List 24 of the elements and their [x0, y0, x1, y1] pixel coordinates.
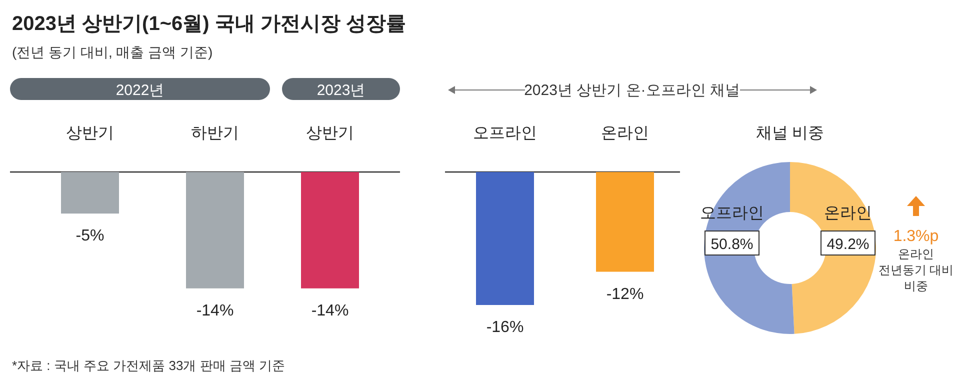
x-tick-label: 하반기	[191, 125, 239, 142]
data-label: -12%	[606, 286, 644, 303]
data-label: 50.8%	[710, 236, 754, 253]
text: 2023년	[316, 82, 366, 99]
data-label: 49.2%	[826, 236, 870, 253]
text: 전년동기 대비	[878, 263, 954, 277]
chart-subtitle: (전년 동기 대비, 매출 금액 기준)	[12, 44, 213, 60]
slice-label: 온라인	[824, 205, 872, 222]
text: 1.3%p	[893, 228, 939, 245]
text: 비중	[904, 279, 928, 293]
text: 2022년	[116, 82, 164, 99]
text: 온라인	[898, 247, 934, 261]
chart-title: 2023년 상반기 온·오프라인 채널	[524, 82, 740, 99]
x-tick-label: 상반기	[306, 125, 354, 142]
x-tick-label: 오프라인	[473, 125, 537, 142]
chart-title: 2023년 상반기(1~6월) 국내 가전시장 성장률	[12, 13, 406, 35]
x-tick-label: 온라인	[601, 125, 649, 142]
chart-title: 채널 비중	[756, 125, 824, 142]
x-tick-label: 상반기	[66, 125, 114, 142]
data-label: -14%	[196, 302, 234, 320]
data-label: -16%	[486, 319, 524, 336]
data-label: -5%	[76, 228, 104, 245]
text: *자료 : 국내 주요 가전제품 33개 판매 금액 기준	[12, 358, 286, 373]
data-label: -14%	[311, 302, 349, 320]
